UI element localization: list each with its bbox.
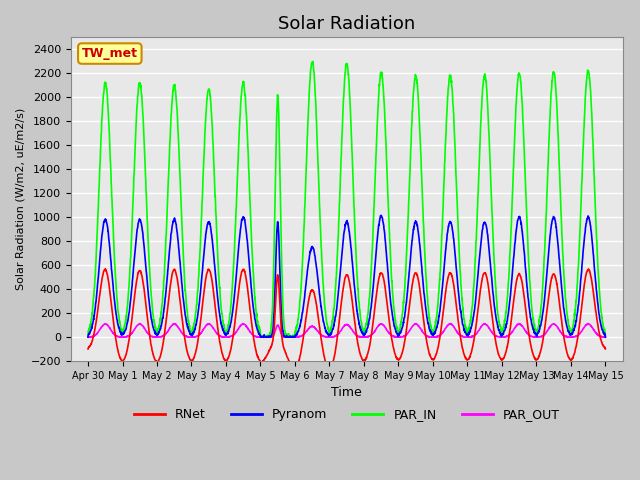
Legend: RNet, Pyranom, PAR_IN, PAR_OUT: RNet, Pyranom, PAR_IN, PAR_OUT xyxy=(129,403,565,426)
X-axis label: Time: Time xyxy=(332,386,362,399)
Text: TW_met: TW_met xyxy=(82,47,138,60)
Title: Solar Radiation: Solar Radiation xyxy=(278,15,415,33)
Y-axis label: Solar Radiation (W/m2, uE/m2/s): Solar Radiation (W/m2, uE/m2/s) xyxy=(15,108,25,290)
